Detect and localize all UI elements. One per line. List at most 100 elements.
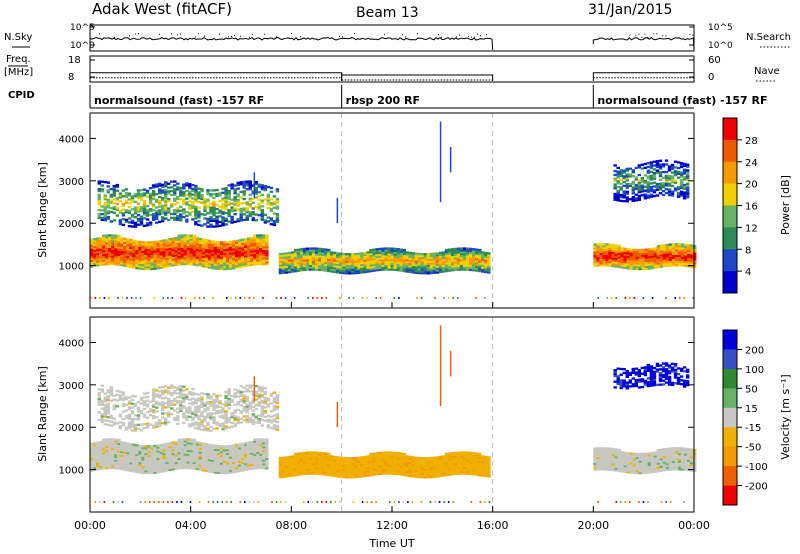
echo-cell bbox=[266, 193, 271, 196]
echo-cell bbox=[287, 269, 292, 272]
echo-cell bbox=[162, 443, 166, 446]
echo-cell bbox=[201, 442, 206, 445]
echo-cell bbox=[259, 455, 263, 458]
echo-cell bbox=[447, 250, 452, 253]
echo-cell bbox=[616, 185, 620, 189]
echo-cell bbox=[160, 212, 165, 215]
echo-cell bbox=[475, 252, 479, 255]
echo-cell bbox=[614, 252, 618, 255]
echo-cell bbox=[210, 257, 215, 260]
echo-cell bbox=[241, 465, 245, 468]
echo-cell bbox=[117, 263, 121, 266]
echo-cell bbox=[153, 256, 157, 259]
echo-cell bbox=[221, 222, 225, 225]
echo-cell bbox=[216, 462, 221, 465]
echo-cell bbox=[148, 410, 153, 413]
nsearch-point bbox=[477, 33, 478, 35]
echo-cell bbox=[126, 247, 130, 251]
echo-cell bbox=[667, 174, 672, 178]
echo-cell bbox=[450, 263, 455, 266]
echo-cell bbox=[153, 444, 157, 448]
echo-cell bbox=[225, 260, 230, 263]
echo-cell bbox=[147, 254, 151, 257]
echo-cell bbox=[210, 457, 215, 460]
echo-cell bbox=[275, 407, 280, 410]
echo-cell bbox=[156, 444, 160, 447]
echo-cell bbox=[644, 250, 649, 253]
echo-cell bbox=[481, 262, 485, 266]
echo-cell bbox=[165, 259, 169, 262]
echo-cell bbox=[99, 252, 103, 255]
echo-cell bbox=[216, 248, 221, 251]
echo-cell bbox=[484, 253, 488, 257]
echo-cell bbox=[647, 250, 652, 253]
echo-cell bbox=[219, 445, 224, 448]
echo-cell bbox=[177, 261, 181, 264]
echo-cell bbox=[263, 396, 268, 399]
echo-cell bbox=[114, 240, 118, 243]
echo-cell bbox=[171, 445, 175, 448]
echo-cell bbox=[126, 240, 130, 243]
echo-cell bbox=[213, 450, 218, 453]
echo-cell bbox=[203, 429, 207, 432]
echo-cell bbox=[138, 444, 142, 447]
echo-cell bbox=[106, 185, 111, 188]
echo-cell bbox=[207, 262, 212, 265]
echo-cell bbox=[195, 445, 200, 448]
echo-cell bbox=[260, 193, 265, 197]
echo-cell bbox=[200, 190, 204, 193]
echo-cell bbox=[408, 263, 413, 266]
echo-cell bbox=[216, 466, 221, 469]
echo-cell bbox=[242, 394, 246, 397]
echo-cell bbox=[308, 459, 313, 462]
echo-cell bbox=[197, 423, 201, 427]
echo-cell bbox=[96, 462, 100, 465]
echo-cell bbox=[253, 465, 257, 468]
echo-cell bbox=[177, 257, 181, 260]
echo-cell bbox=[287, 259, 292, 262]
echo-cell bbox=[605, 252, 609, 256]
echo-cell bbox=[225, 450, 230, 454]
echo-cell bbox=[123, 247, 127, 250]
echo-cell bbox=[655, 194, 660, 197]
echo-cell bbox=[212, 416, 216, 419]
echo-cell bbox=[366, 253, 370, 256]
echo-cell bbox=[179, 388, 183, 392]
echo-cell bbox=[165, 467, 169, 470]
echo-cell bbox=[256, 453, 260, 456]
echo-cell bbox=[157, 184, 162, 187]
echo-cell bbox=[420, 260, 425, 263]
echo-cell bbox=[138, 446, 142, 449]
echo-cell bbox=[192, 463, 197, 466]
echo-cell bbox=[646, 190, 651, 193]
echo-cell bbox=[182, 192, 186, 196]
echo-cell bbox=[278, 266, 283, 269]
echo-cell bbox=[130, 410, 135, 413]
echo-cell bbox=[259, 442, 263, 445]
echo-cell bbox=[221, 416, 225, 419]
echo-cell bbox=[108, 463, 112, 466]
echo-cell bbox=[631, 171, 636, 174]
echo-cell bbox=[133, 195, 138, 198]
nsearch-point bbox=[480, 35, 481, 37]
echo-cell bbox=[263, 387, 268, 390]
echo-cell bbox=[378, 266, 382, 270]
echo-cell bbox=[201, 238, 206, 241]
echo-cell bbox=[120, 254, 124, 257]
clutter-cell bbox=[153, 296, 156, 299]
echo-cell bbox=[215, 194, 219, 197]
echo-cell bbox=[182, 185, 186, 188]
echo-cell bbox=[207, 470, 212, 473]
echo-cell bbox=[230, 183, 234, 186]
echo-cell bbox=[165, 459, 169, 463]
echo-cell bbox=[96, 246, 100, 250]
echo-cell bbox=[210, 244, 215, 247]
echo-cell bbox=[354, 264, 358, 267]
echo-cell bbox=[231, 267, 236, 270]
echo-cell bbox=[260, 210, 265, 214]
echo-cell bbox=[215, 410, 219, 413]
echo-cell bbox=[647, 267, 652, 270]
echo-cell bbox=[631, 197, 636, 201]
echo-cell bbox=[638, 266, 643, 269]
echo-cell bbox=[245, 207, 249, 210]
